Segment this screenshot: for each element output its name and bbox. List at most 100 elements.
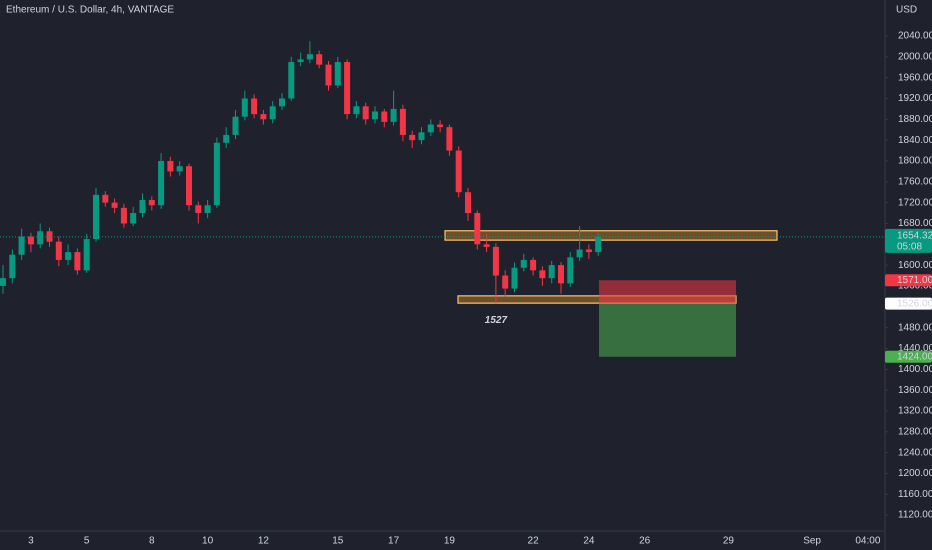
candle-body xyxy=(46,231,53,242)
candle-body xyxy=(567,257,574,284)
candle-body xyxy=(102,194,109,203)
y-tick-label: 1120.00 xyxy=(898,510,932,521)
y-tick-label: 1360.00 xyxy=(898,385,932,396)
entry-tag-label: 1526.00 xyxy=(897,298,932,309)
x-tick-label: 26 xyxy=(639,536,651,547)
candle-body xyxy=(483,244,490,247)
candle-body xyxy=(530,259,537,271)
candle-body xyxy=(37,231,44,245)
candle-body xyxy=(316,54,323,65)
candle-body xyxy=(548,265,555,279)
candle-body xyxy=(65,252,72,260)
x-tick-label: 10 xyxy=(202,536,214,547)
x-tick-label: 17 xyxy=(388,536,400,547)
candle-body xyxy=(83,239,90,271)
candle-body xyxy=(223,134,230,143)
candle-body xyxy=(306,54,313,60)
candle-body xyxy=(465,192,471,214)
candle-body xyxy=(195,205,202,214)
candle-body xyxy=(502,275,509,289)
candle-body xyxy=(176,166,183,172)
target-zone xyxy=(599,303,736,357)
y-tick-label: 1920.00 xyxy=(898,93,932,104)
candle-body xyxy=(520,259,527,268)
candle-body xyxy=(576,249,583,258)
candle-body xyxy=(539,270,546,279)
y-tick-label: 1240.00 xyxy=(898,447,932,458)
last-price-tag xyxy=(885,228,932,253)
candle-body xyxy=(120,207,127,224)
target-tag-label: 1424.00 xyxy=(897,351,932,362)
x-tick-label: 3 xyxy=(28,536,34,547)
candle-body xyxy=(362,106,369,120)
target-tag xyxy=(885,350,932,363)
y-tick-label: 1400.00 xyxy=(898,364,932,375)
candle-body xyxy=(585,249,592,253)
candle-body xyxy=(511,267,518,289)
x-tick-label: 5 xyxy=(84,536,90,547)
candle-body xyxy=(251,98,258,115)
y-tick-label: 1720.00 xyxy=(898,197,932,208)
candle-body xyxy=(344,62,351,115)
candle-body xyxy=(148,200,155,206)
candle-body xyxy=(204,205,211,214)
candle-body xyxy=(213,142,220,206)
x-tick-label: 29 xyxy=(723,536,735,547)
candle-body xyxy=(186,166,192,206)
y-tick-label: 1280.00 xyxy=(898,426,932,437)
last-price-label: 1654.32 xyxy=(897,230,932,241)
candle-body xyxy=(260,114,267,120)
candle-body xyxy=(418,132,425,141)
stop-zone xyxy=(599,280,736,304)
y-tick-label: 1680.00 xyxy=(898,218,932,229)
candle-body xyxy=(18,236,25,255)
candle-body xyxy=(297,59,304,63)
countdown: 05:08 xyxy=(897,241,922,252)
candle-body xyxy=(27,236,34,245)
y-tick-label: 1840.00 xyxy=(898,135,932,146)
candle-body xyxy=(437,124,444,128)
x-tick-label: 24 xyxy=(583,536,595,547)
y-tick-label: 1200.00 xyxy=(898,468,932,479)
candle-body xyxy=(167,160,174,172)
zone xyxy=(444,230,778,241)
candle-body xyxy=(241,98,248,117)
candle-body xyxy=(399,108,406,135)
candle-body xyxy=(158,160,165,206)
y-tick-label: 1160.00 xyxy=(898,489,932,500)
y-tick-label: 1440.00 xyxy=(898,343,932,354)
y-tick-label: 1760.00 xyxy=(898,176,932,187)
candle-body xyxy=(325,64,332,86)
entry-tag xyxy=(885,297,932,310)
candle-body xyxy=(269,106,276,120)
low-label: 1527 xyxy=(485,315,508,326)
candle-body xyxy=(334,62,341,86)
candle-body xyxy=(427,124,434,133)
candle-body xyxy=(390,108,397,122)
y-tick-label: 2000.00 xyxy=(898,51,932,62)
candle-body xyxy=(232,116,239,135)
candle-body xyxy=(381,111,388,122)
x-tick-label: Sep xyxy=(803,536,821,547)
candle-body xyxy=(455,150,462,193)
y-tick-label: 1600.00 xyxy=(898,260,932,271)
y-tick-label: 1960.00 xyxy=(898,72,932,83)
x-tick-label: 22 xyxy=(528,536,540,547)
candle-body xyxy=(595,236,602,253)
x-tick-label: 15 xyxy=(332,536,344,547)
candle-body xyxy=(372,111,378,120)
candle-body xyxy=(0,278,6,286)
candle-body xyxy=(446,127,453,151)
candle-body xyxy=(111,202,118,208)
candle-body xyxy=(474,213,481,245)
y-tick-label: 2040.00 xyxy=(898,31,932,42)
x-tick-label: 8 xyxy=(149,536,155,547)
x-tick-label: 19 xyxy=(444,536,456,547)
stop-tag-label: 1571.00 xyxy=(897,275,932,286)
x-tick-label: 12 xyxy=(258,536,270,547)
candle-body xyxy=(9,254,16,279)
currency: USD xyxy=(896,5,917,16)
